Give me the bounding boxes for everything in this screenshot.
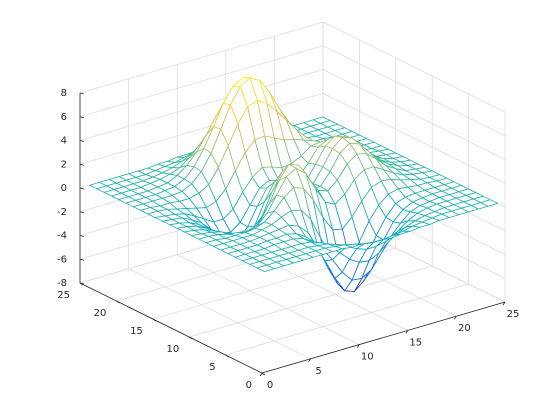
y-tick <box>152 318 157 322</box>
y-tick <box>116 300 120 304</box>
x-tick-label: 20 <box>458 323 471 334</box>
y-tick <box>261 372 266 376</box>
y-tick-label: 20 <box>94 308 107 319</box>
x-tick-label: 10 <box>361 352 374 363</box>
z-tick-label: 8 <box>61 88 67 99</box>
y-tick-label: 0 <box>246 380 252 391</box>
x-tick <box>454 315 457 320</box>
grid-line <box>322 45 506 137</box>
x-axis-line <box>261 301 506 374</box>
z-tick-label: 0 <box>61 183 67 194</box>
x-tick <box>259 372 263 377</box>
z-tick-label: -2 <box>57 207 67 218</box>
z-tick <box>79 235 85 237</box>
y-tick <box>225 354 229 358</box>
z-tick <box>79 163 85 166</box>
z-tick <box>79 92 85 95</box>
x-tick-label: 5 <box>315 366 321 377</box>
x-tick-label: 15 <box>409 337 422 348</box>
z-tick <box>79 140 85 142</box>
grid-line <box>189 265 433 338</box>
y-tick <box>188 336 193 340</box>
x-tick <box>405 330 409 334</box>
grid-line <box>79 69 324 141</box>
y-tick-label: 10 <box>166 344 179 355</box>
grid-line <box>322 21 506 113</box>
x-tick-label: 0 <box>267 380 273 391</box>
z-tick <box>79 211 85 214</box>
grid-line <box>79 92 324 165</box>
grid-line <box>128 268 311 360</box>
y-tick-label: 25 <box>57 290 70 301</box>
z-tick <box>79 258 85 261</box>
z-tick-label: 6 <box>61 112 67 123</box>
grid-line <box>225 283 469 356</box>
y-tick-label: 15 <box>130 326 143 337</box>
grid-line <box>79 45 324 118</box>
z-tick-label: -8 <box>57 278 67 289</box>
grid-line <box>322 92 506 184</box>
grid-line <box>177 254 360 345</box>
x-tick-label: 25 <box>507 309 520 320</box>
grid-line <box>79 21 324 94</box>
z-tick <box>79 116 85 119</box>
mesh-cell <box>346 153 365 180</box>
y-tick-label: 5 <box>209 362 215 373</box>
z-tick <box>79 282 85 285</box>
mesh-cell <box>239 77 258 108</box>
z-tick-label: 4 <box>61 136 67 147</box>
mesh-cell <box>256 264 275 273</box>
z-tick-label: -4 <box>57 231 67 242</box>
x-tick <box>356 344 360 348</box>
x-tick <box>502 301 506 306</box>
z-tick-label: -6 <box>57 254 67 265</box>
grid-line <box>322 69 506 160</box>
x-tick <box>308 358 311 363</box>
z-tick-label: 2 <box>61 159 67 170</box>
z-tick <box>79 187 85 190</box>
y-axis-line <box>79 282 263 374</box>
